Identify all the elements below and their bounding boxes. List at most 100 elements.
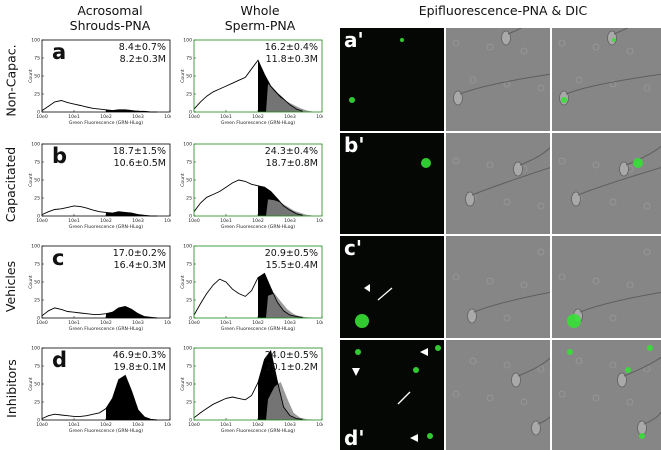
arrowhead-icon — [364, 284, 370, 292]
y-tick-label: 50 — [34, 74, 40, 80]
micrograph — [421, 158, 431, 168]
x-tick-label: 10e2 — [252, 218, 264, 224]
acrosomal-histogram-2: 0 25 50 75 100 Count 10e0 10e1 10e2 10e3 10e4 Green… — [26, 242, 171, 334]
y-tick-label: 100 — [183, 38, 192, 44]
y-tick-label: 75 — [34, 160, 40, 166]
histogram-svg: 0 25 50 75 100 Count 10e0 10e1 10e2 10e3 10e4 Green… — [180, 346, 323, 434]
stat-line: 18.7±0.8M — [265, 158, 318, 169]
dic-panel-1 — [446, 133, 550, 234]
plot-frame — [193, 347, 323, 421]
x-tick-label: 10e2 — [252, 320, 264, 326]
y-tick-label: 0 — [189, 418, 192, 424]
arrowhead-icon — [420, 348, 428, 356]
histogram-series — [41, 374, 158, 421]
panel-letter: b — [52, 144, 68, 168]
merged-panel-2 — [552, 236, 661, 338]
fluorescence-panel-1: b' — [340, 133, 444, 234]
histogram-svg: 0 25 50 75 100 Count 10e0 10e1 10e2 10e3 10e4 Green… — [180, 38, 323, 126]
whole-sperm-histogram-3: 0 25 50 75 100 Count 10e0 10e1 10e2 10e3 10e4 Green… — [178, 344, 323, 436]
micrograph — [446, 340, 550, 450]
acrosomal-histogram-3: 0 25 50 75 100 Count 10e0 10e1 10e2 10e3 10e4 Green… — [26, 344, 171, 436]
stats-text: 24.3±0.4% 18.7±0.8M — [248, 146, 318, 170]
x-tick-label: 10e3 — [132, 422, 144, 428]
gated-region — [106, 375, 158, 420]
micrograph — [352, 345, 441, 442]
x-axis-label: Green Fluorescence (GRN-HLog) — [69, 326, 143, 332]
plot-frame — [193, 245, 323, 319]
sperm-head — [453, 90, 463, 106]
stat-line: 17.0±0.2% — [112, 248, 166, 259]
arrow-icon — [377, 287, 393, 301]
micrograph — [349, 38, 404, 103]
header-whole-line1: Whole — [240, 3, 280, 18]
whole-sperm-histogram-1: 0 25 50 75 100 Count 10e0 10e1 10e2 10e3 10e4 Green… — [178, 140, 323, 232]
whole-sperm-histogram-0: 0 25 50 75 100 Count 10e0 10e1 10e2 10e3 10e4 Green… — [178, 36, 323, 128]
x-axis-label: Green Fluorescence (GRN-HLog) — [69, 120, 143, 126]
sperm-head — [501, 30, 511, 46]
histogram-series — [193, 272, 303, 318]
plot-frame — [193, 143, 323, 217]
micrograph — [355, 284, 393, 328]
y-tick-label: 100 — [31, 346, 40, 352]
merged-panel-0 — [552, 28, 661, 131]
fluorescent-spot — [633, 158, 643, 168]
acrosomal-histogram-1: 0 25 50 75 100 Count 10e0 10e1 10e2 10e3 10e4 Green… — [26, 140, 171, 232]
y-tick-label: 100 — [183, 346, 192, 352]
y-tick-label: 50 — [34, 382, 40, 388]
stats-text: 18.7±1.5% 10.6±0.5M — [96, 146, 166, 170]
stats-text: 46.9±0.3% 19.8±0.1M — [96, 350, 166, 374]
x-tick-label: 10e0 — [188, 320, 200, 326]
stat-line: 16.2±0.4% — [264, 42, 318, 53]
header-acrosomal-line1: Acrosomal — [77, 3, 143, 18]
y-tick-label: 0 — [37, 418, 40, 424]
sperm-head — [467, 308, 477, 324]
fluorescent-spot — [427, 433, 433, 439]
fluorescent-spot — [400, 38, 404, 42]
y-tick-label: 100 — [31, 142, 40, 148]
fluorescent-spot — [625, 367, 631, 373]
y-axis-label: Count — [28, 173, 34, 187]
fluorescent-spot — [413, 367, 419, 373]
sperm-tail — [579, 291, 661, 313]
x-tick-label: 10e3 — [284, 114, 296, 120]
micrograph — [446, 133, 550, 234]
panel-letter: a — [52, 40, 67, 64]
arrowhead-icon — [352, 368, 360, 376]
y-axis-label: Count — [180, 275, 186, 289]
fluorescent-spot — [355, 314, 369, 328]
acrosomal-histogram-0: 0 25 50 75 100 Count 10e0 10e1 10e2 10e3 10e4 Green… — [26, 36, 171, 128]
x-axis-label: Green Fluorescence (GRN-HLog) — [221, 224, 295, 230]
y-tick-label: 25 — [186, 400, 192, 406]
x-tick-label: 10e1 — [68, 114, 80, 120]
x-tick-label: 10e4 — [164, 218, 171, 224]
dic-panel-2 — [446, 236, 550, 338]
panel-letter: c — [52, 246, 65, 270]
y-tick-label: 0 — [189, 316, 192, 322]
sperm-head — [617, 372, 627, 388]
fluorescent-spot — [567, 314, 581, 328]
gated-region — [106, 211, 158, 216]
whole-sperm-histogram-2: 0 25 50 75 100 Count 10e0 10e1 10e2 10e3 10e4 Green… — [178, 242, 323, 334]
sperm-tail — [643, 411, 661, 425]
y-tick-label: 25 — [34, 400, 40, 406]
y-tick-label: 50 — [186, 74, 192, 80]
gated-region — [106, 306, 158, 318]
merged-panel-3 — [552, 340, 661, 450]
y-tick-label: 75 — [34, 262, 40, 268]
plot-frame — [41, 347, 171, 421]
micrograph — [446, 236, 550, 338]
x-tick-label: 10e3 — [284, 422, 296, 428]
sperm-head — [531, 420, 541, 436]
y-tick-label: 75 — [186, 160, 192, 166]
panel-letter: d — [52, 348, 68, 372]
x-axis-label: Green Fluorescence (GRN-HLog) — [69, 224, 143, 230]
x-tick-label: 10e0 — [36, 422, 48, 428]
sperm-head — [465, 191, 475, 207]
stats-text: 8.4±0.7% 8.2±0.3M — [96, 42, 166, 66]
stat-line: 15.5±0.4M — [265, 260, 318, 271]
fluorescent-spot — [355, 349, 361, 355]
sperm-tail — [517, 357, 550, 377]
y-axis-label: Count — [180, 69, 186, 83]
dic-panel-0 — [446, 28, 550, 131]
y-tick-label: 100 — [183, 244, 192, 250]
